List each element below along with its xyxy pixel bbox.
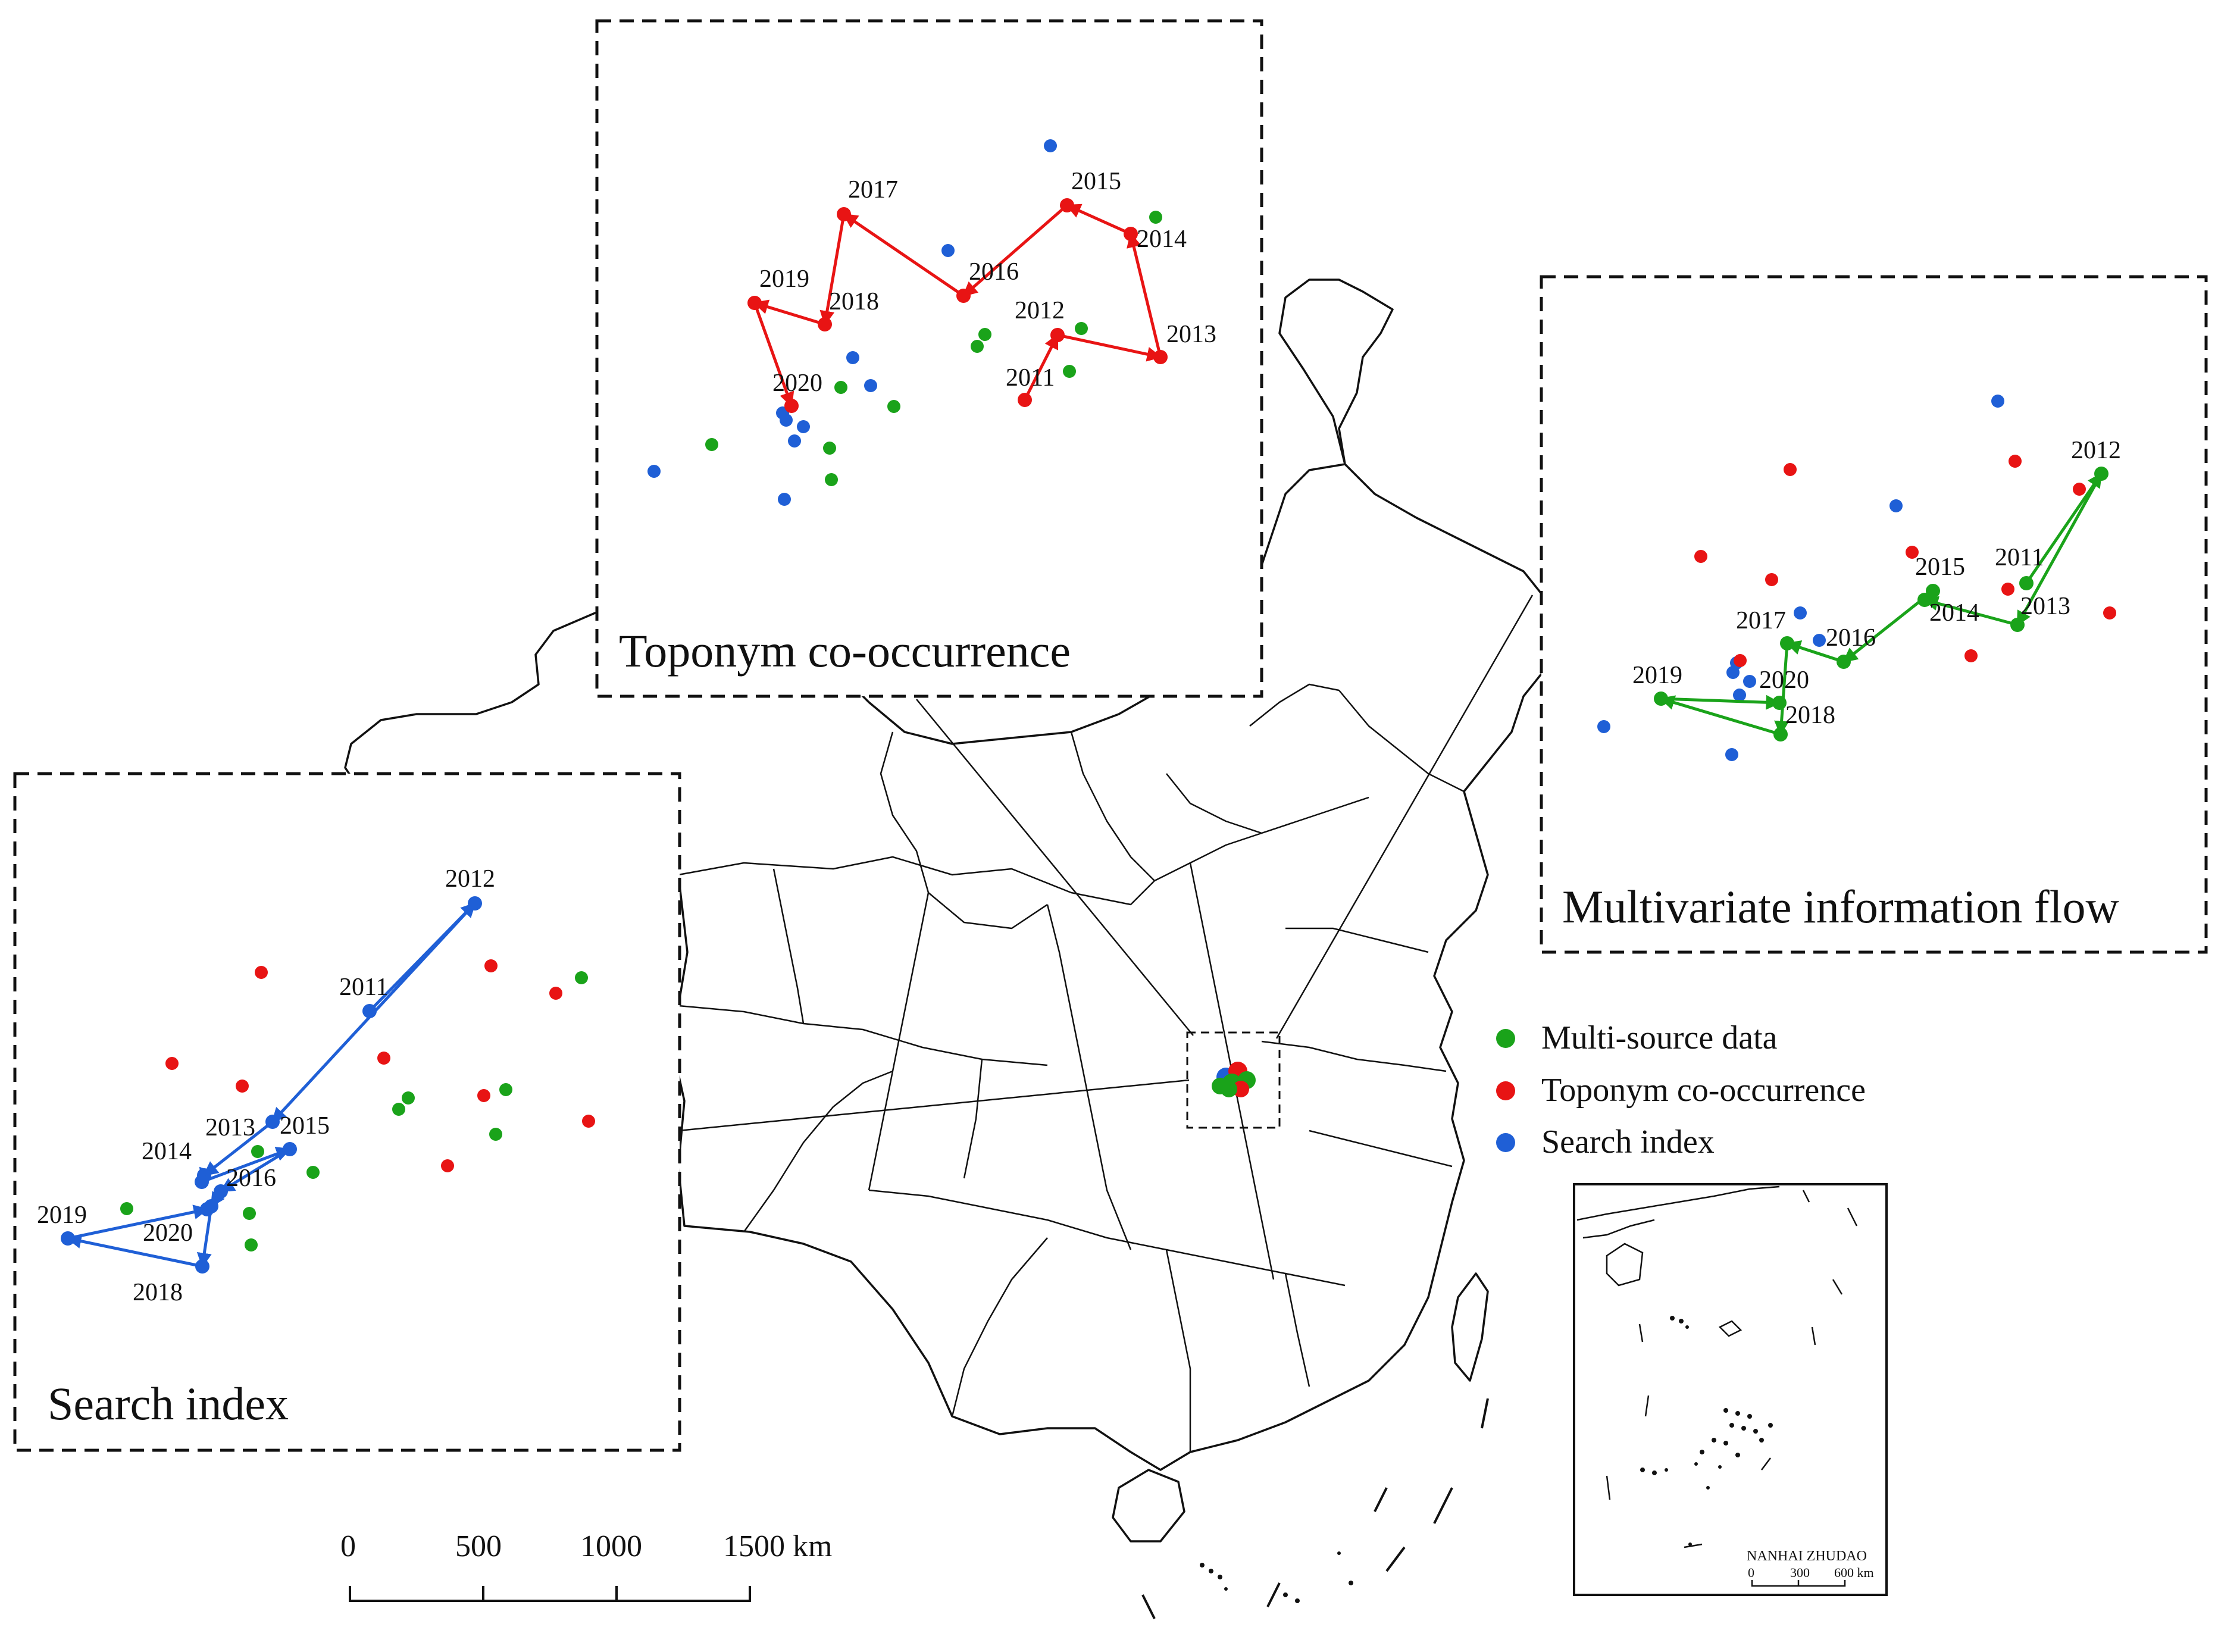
year-label: 2020 bbox=[143, 1219, 193, 1247]
year-label: 2018 bbox=[1785, 702, 1835, 729]
year-label: 2012 bbox=[1015, 297, 1065, 324]
legend-swatch-multi-source bbox=[1496, 1029, 1515, 1048]
legend: Multi-source data Toponym co-occurrence … bbox=[1496, 1019, 1866, 1160]
panel-multivariate-title: Multivariate information flow bbox=[1562, 881, 2119, 933]
year-label: 2015 bbox=[1915, 553, 1965, 581]
study-area bbox=[1186, 1031, 1281, 1129]
toponym-trajectory bbox=[753, 204, 1162, 408]
study-area-points bbox=[1212, 1062, 1256, 1097]
panel-toponym: 2011 2012 2013 2014 2015 2016 2017 2018 … bbox=[595, 19, 1263, 698]
inset-map: NANHAI ZHUDAO 0 300 600 km bbox=[1573, 1183, 1888, 1596]
search-year-points bbox=[61, 896, 482, 1274]
year-label: 2016 bbox=[969, 258, 1019, 286]
panel-search-frame bbox=[13, 772, 681, 1452]
year-label: 2014 bbox=[142, 1138, 192, 1165]
inset-scale-tick: 0 bbox=[1748, 1565, 1754, 1580]
province-lines bbox=[678, 683, 1465, 1452]
year-label: 2013 bbox=[2020, 593, 2070, 620]
inset-islands bbox=[1640, 1316, 1773, 1546]
year-label: 2017 bbox=[1736, 607, 1786, 634]
inset-scale-tick: 300 bbox=[1790, 1565, 1810, 1580]
legend-label-toponym: Toponym co-occurrence bbox=[1541, 1072, 1866, 1109]
toponym-year-points bbox=[747, 198, 1168, 413]
taiwan-island bbox=[1451, 1272, 1489, 1382]
year-label: 2016 bbox=[226, 1165, 276, 1192]
scale-tick-label: 1500 km bbox=[723, 1529, 832, 1563]
panel-toponym-title: Toponym co-occurrence bbox=[619, 625, 1071, 677]
year-label: 2011 bbox=[339, 974, 388, 1001]
year-label: 2012 bbox=[2071, 437, 2121, 464]
search-scatter bbox=[120, 959, 595, 1251]
panel-multivariate-frame bbox=[1540, 275, 2208, 954]
inset-coast bbox=[1576, 1185, 1858, 1548]
panel-search: 2011 2012 2013 2014 2015 2016 2018 2019 … bbox=[13, 772, 681, 1452]
scale-bar-line bbox=[349, 1586, 751, 1602]
year-label: 2018 bbox=[829, 288, 879, 315]
inset-frame bbox=[1573, 1183, 1888, 1596]
multivariate-year-labels: 2011 2012 2013 2014 2015 2016 2017 2018 … bbox=[1632, 437, 2121, 729]
year-label: 2011 bbox=[1006, 364, 1055, 392]
legend-label-multi-source: Multi-source data bbox=[1541, 1019, 1778, 1056]
multivariate-scatter bbox=[1597, 395, 2116, 761]
year-label: 2011 bbox=[1995, 544, 2044, 571]
hainan-island bbox=[1112, 1469, 1185, 1543]
legend-swatch-search bbox=[1496, 1133, 1515, 1152]
scale-tick-label: 1000 bbox=[580, 1529, 642, 1563]
year-label: 2017 bbox=[848, 176, 898, 204]
year-label: 2018 bbox=[133, 1279, 183, 1306]
scale-tick-label: 500 bbox=[455, 1529, 502, 1563]
panel-multivariate: 2011 2012 2013 2014 2015 2016 2017 2018 … bbox=[1540, 275, 2208, 954]
legend-label-search: Search index bbox=[1541, 1124, 1715, 1160]
year-label: 2020 bbox=[772, 370, 822, 397]
year-label: 2013 bbox=[205, 1114, 255, 1141]
study-area-box bbox=[1186, 1031, 1281, 1129]
scale-tick-label: 0 bbox=[340, 1529, 356, 1563]
year-label: 2019 bbox=[759, 265, 809, 293]
year-label: 2016 bbox=[1826, 624, 1876, 652]
year-label: 2020 bbox=[1759, 667, 1809, 694]
connector-lines bbox=[678, 595, 1534, 1132]
multivariate-year-points bbox=[1654, 467, 2108, 741]
year-label: 2015 bbox=[1071, 168, 1121, 195]
year-label: 2014 bbox=[1929, 599, 1979, 627]
year-label: 2019 bbox=[37, 1202, 87, 1229]
inset-scale-tick: 600 km bbox=[1834, 1565, 1874, 1580]
legend-swatch-toponym bbox=[1496, 1081, 1515, 1100]
scale-bar: 0 500 1000 1500 km bbox=[340, 1529, 832, 1602]
year-label: 2012 bbox=[445, 865, 495, 893]
inset-title: NANHAI ZHUDAO bbox=[1747, 1548, 1867, 1564]
toponym-year-labels: 2011 2012 2013 2014 2015 2016 2017 2018 … bbox=[759, 168, 1216, 397]
year-label: 2015 bbox=[280, 1112, 330, 1140]
multivariate-trajectory bbox=[1659, 472, 2103, 736]
panel-search-title: Search index bbox=[48, 1378, 289, 1429]
sea-dashes bbox=[1141, 1398, 1489, 1619]
year-label: 2019 bbox=[1632, 662, 1682, 689]
search-year-labels: 2011 2012 2013 2014 2015 2016 2018 2019 … bbox=[37, 865, 495, 1306]
year-label: 2014 bbox=[1137, 226, 1187, 253]
toponym-scatter bbox=[647, 139, 1162, 506]
small-islands bbox=[1200, 1551, 1353, 1603]
year-label: 2013 bbox=[1166, 321, 1216, 348]
